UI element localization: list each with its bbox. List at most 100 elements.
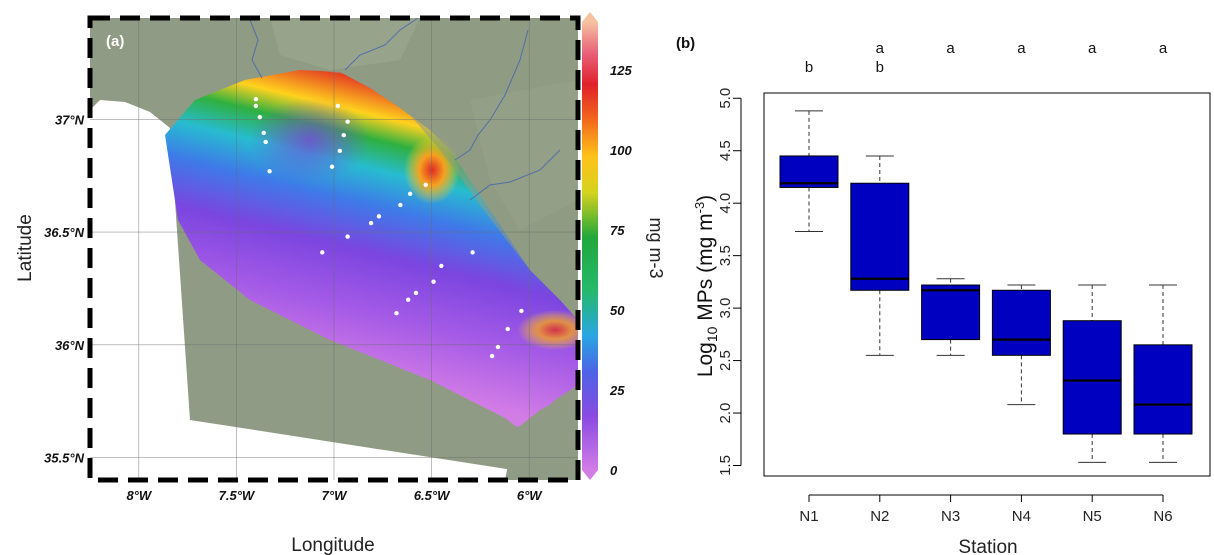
box-n5 bbox=[1062, 284, 1122, 463]
station-point bbox=[335, 103, 341, 109]
box-n1 bbox=[779, 110, 839, 233]
colorbar-tick-label: 125 bbox=[610, 63, 632, 78]
iqr-box bbox=[1062, 320, 1122, 435]
station-point bbox=[519, 308, 524, 314]
iqr-box bbox=[850, 182, 910, 291]
station-point bbox=[495, 344, 501, 350]
y-tick-label: 1.5 bbox=[717, 455, 734, 476]
y-tick-label: 5.0 bbox=[717, 88, 734, 109]
station-point bbox=[431, 279, 436, 284]
panel-label-b: (b) bbox=[676, 35, 695, 52]
panel-label-a: (a) bbox=[106, 33, 124, 50]
station-point bbox=[394, 311, 399, 316]
box-n3 bbox=[921, 278, 981, 356]
river bbox=[469, 149, 561, 201]
x-tick-label: 8°W bbox=[126, 488, 152, 503]
significance-letter: a bbox=[1159, 40, 1168, 57]
iqr-box bbox=[991, 289, 1051, 356]
boxplot-panel: (b) 1.52.02.53.03.54.04.55.0 N1 N2 N3 N4 N5 N… bbox=[676, 35, 1211, 555]
station-point bbox=[345, 119, 350, 124]
colorbar-tick-label: 0 bbox=[610, 463, 618, 478]
colorbar-tick-label: 100 bbox=[610, 143, 632, 158]
station-point bbox=[413, 290, 419, 296]
station-point bbox=[407, 191, 413, 196]
box-n4 bbox=[991, 284, 1051, 406]
y-tick-label: 3.5 bbox=[717, 245, 734, 266]
colorbar-tick-labels: 0 25 50 75 100 125 bbox=[609, 63, 632, 478]
box-n6 bbox=[1133, 284, 1193, 463]
station-point bbox=[261, 130, 266, 136]
map-frame bbox=[87, 15, 581, 483]
y-tick-labels: 37°N 36.5°N 36°N 35.5°N bbox=[44, 112, 85, 465]
river bbox=[344, 18, 419, 71]
x-tick-label: N2 bbox=[870, 508, 889, 525]
station-point bbox=[489, 353, 495, 359]
iqr-box bbox=[921, 284, 981, 341]
station-point bbox=[439, 263, 444, 269]
boxes bbox=[779, 110, 1193, 463]
y-tick-label: 4.0 bbox=[717, 193, 734, 214]
colorbar-tick-label: 25 bbox=[609, 383, 625, 398]
station-point bbox=[405, 297, 411, 302]
map-panel: Ocean Data View / DIVA (a) 8°W7.5°W7°W6.… bbox=[15, 12, 666, 555]
x-tick-label: 7°W bbox=[322, 488, 348, 503]
river bbox=[454, 29, 529, 161]
stations bbox=[253, 96, 524, 359]
low-concentration-core bbox=[250, 98, 370, 182]
high-concentration-spot bbox=[517, 310, 578, 350]
y-tick-label: 35.5°N bbox=[44, 450, 85, 465]
coastline-land bbox=[245, 18, 578, 320]
significance-letter: b bbox=[805, 59, 813, 76]
x-tick-label: N4 bbox=[1012, 508, 1031, 525]
station-point bbox=[257, 114, 263, 120]
station-point bbox=[341, 132, 346, 138]
significance-letter: a bbox=[876, 40, 885, 57]
station-point bbox=[368, 220, 374, 226]
significance-letter: a bbox=[1088, 40, 1097, 57]
y-tick-label: 37°N bbox=[55, 112, 85, 127]
y-tick-label: 2.5 bbox=[717, 350, 734, 371]
y-tick-label: 4.5 bbox=[717, 140, 734, 161]
station-point bbox=[423, 182, 428, 187]
y-tick-label: 36.5°N bbox=[44, 225, 85, 240]
colorbar-tick-label: 75 bbox=[610, 223, 625, 238]
y-tick-label: 3.0 bbox=[717, 298, 734, 319]
x-axis-label: Station bbox=[958, 537, 1017, 555]
significance-letter: a bbox=[946, 40, 955, 57]
significance-letter: a bbox=[1017, 40, 1026, 57]
iqr-box bbox=[1133, 344, 1193, 435]
x-tick-label: N5 bbox=[1083, 508, 1102, 525]
y-axis-label: Log10 MPs (mg m-3) bbox=[692, 195, 720, 377]
x-tick-label: N1 bbox=[799, 508, 818, 525]
y-axis: 1.5 2.0 2.5 3.0 3.5 4.0 4.5 5.0 bbox=[717, 88, 742, 476]
station-point bbox=[320, 250, 325, 255]
y-tick-label: 36°N bbox=[55, 338, 85, 353]
station-point bbox=[398, 202, 403, 208]
station-point bbox=[253, 103, 259, 109]
station-point bbox=[267, 169, 272, 174]
colorbar: 0 25 50 75 100 125 mg m-3 bbox=[582, 12, 666, 480]
station-point bbox=[470, 250, 475, 255]
station-point bbox=[345, 234, 350, 239]
x-tick-label: N3 bbox=[941, 508, 960, 525]
x-tick-label: 6.5°W bbox=[414, 488, 451, 503]
station-point bbox=[263, 139, 268, 145]
y-tick-label: 2.0 bbox=[717, 403, 734, 424]
station-point bbox=[376, 214, 382, 219]
colorbar-tick-label: 50 bbox=[610, 303, 625, 318]
significance-letter: b bbox=[876, 59, 884, 76]
station-point bbox=[337, 148, 343, 154]
river bbox=[249, 19, 263, 79]
colorbar-label: mg m-3 bbox=[646, 217, 666, 278]
station-point bbox=[329, 164, 335, 169]
x-tick-labels: 8°W 7.5°W 7°W 6.5°W 6°W bbox=[126, 488, 543, 503]
x-tick-label: 7.5°W bbox=[219, 488, 256, 503]
y-axis-label: Latitude bbox=[15, 214, 36, 282]
plot-frame bbox=[763, 92, 1211, 477]
station-point bbox=[253, 96, 259, 102]
graticule bbox=[90, 18, 578, 480]
x-tick-label: 6°W bbox=[517, 488, 543, 503]
box-n2 bbox=[850, 155, 910, 356]
